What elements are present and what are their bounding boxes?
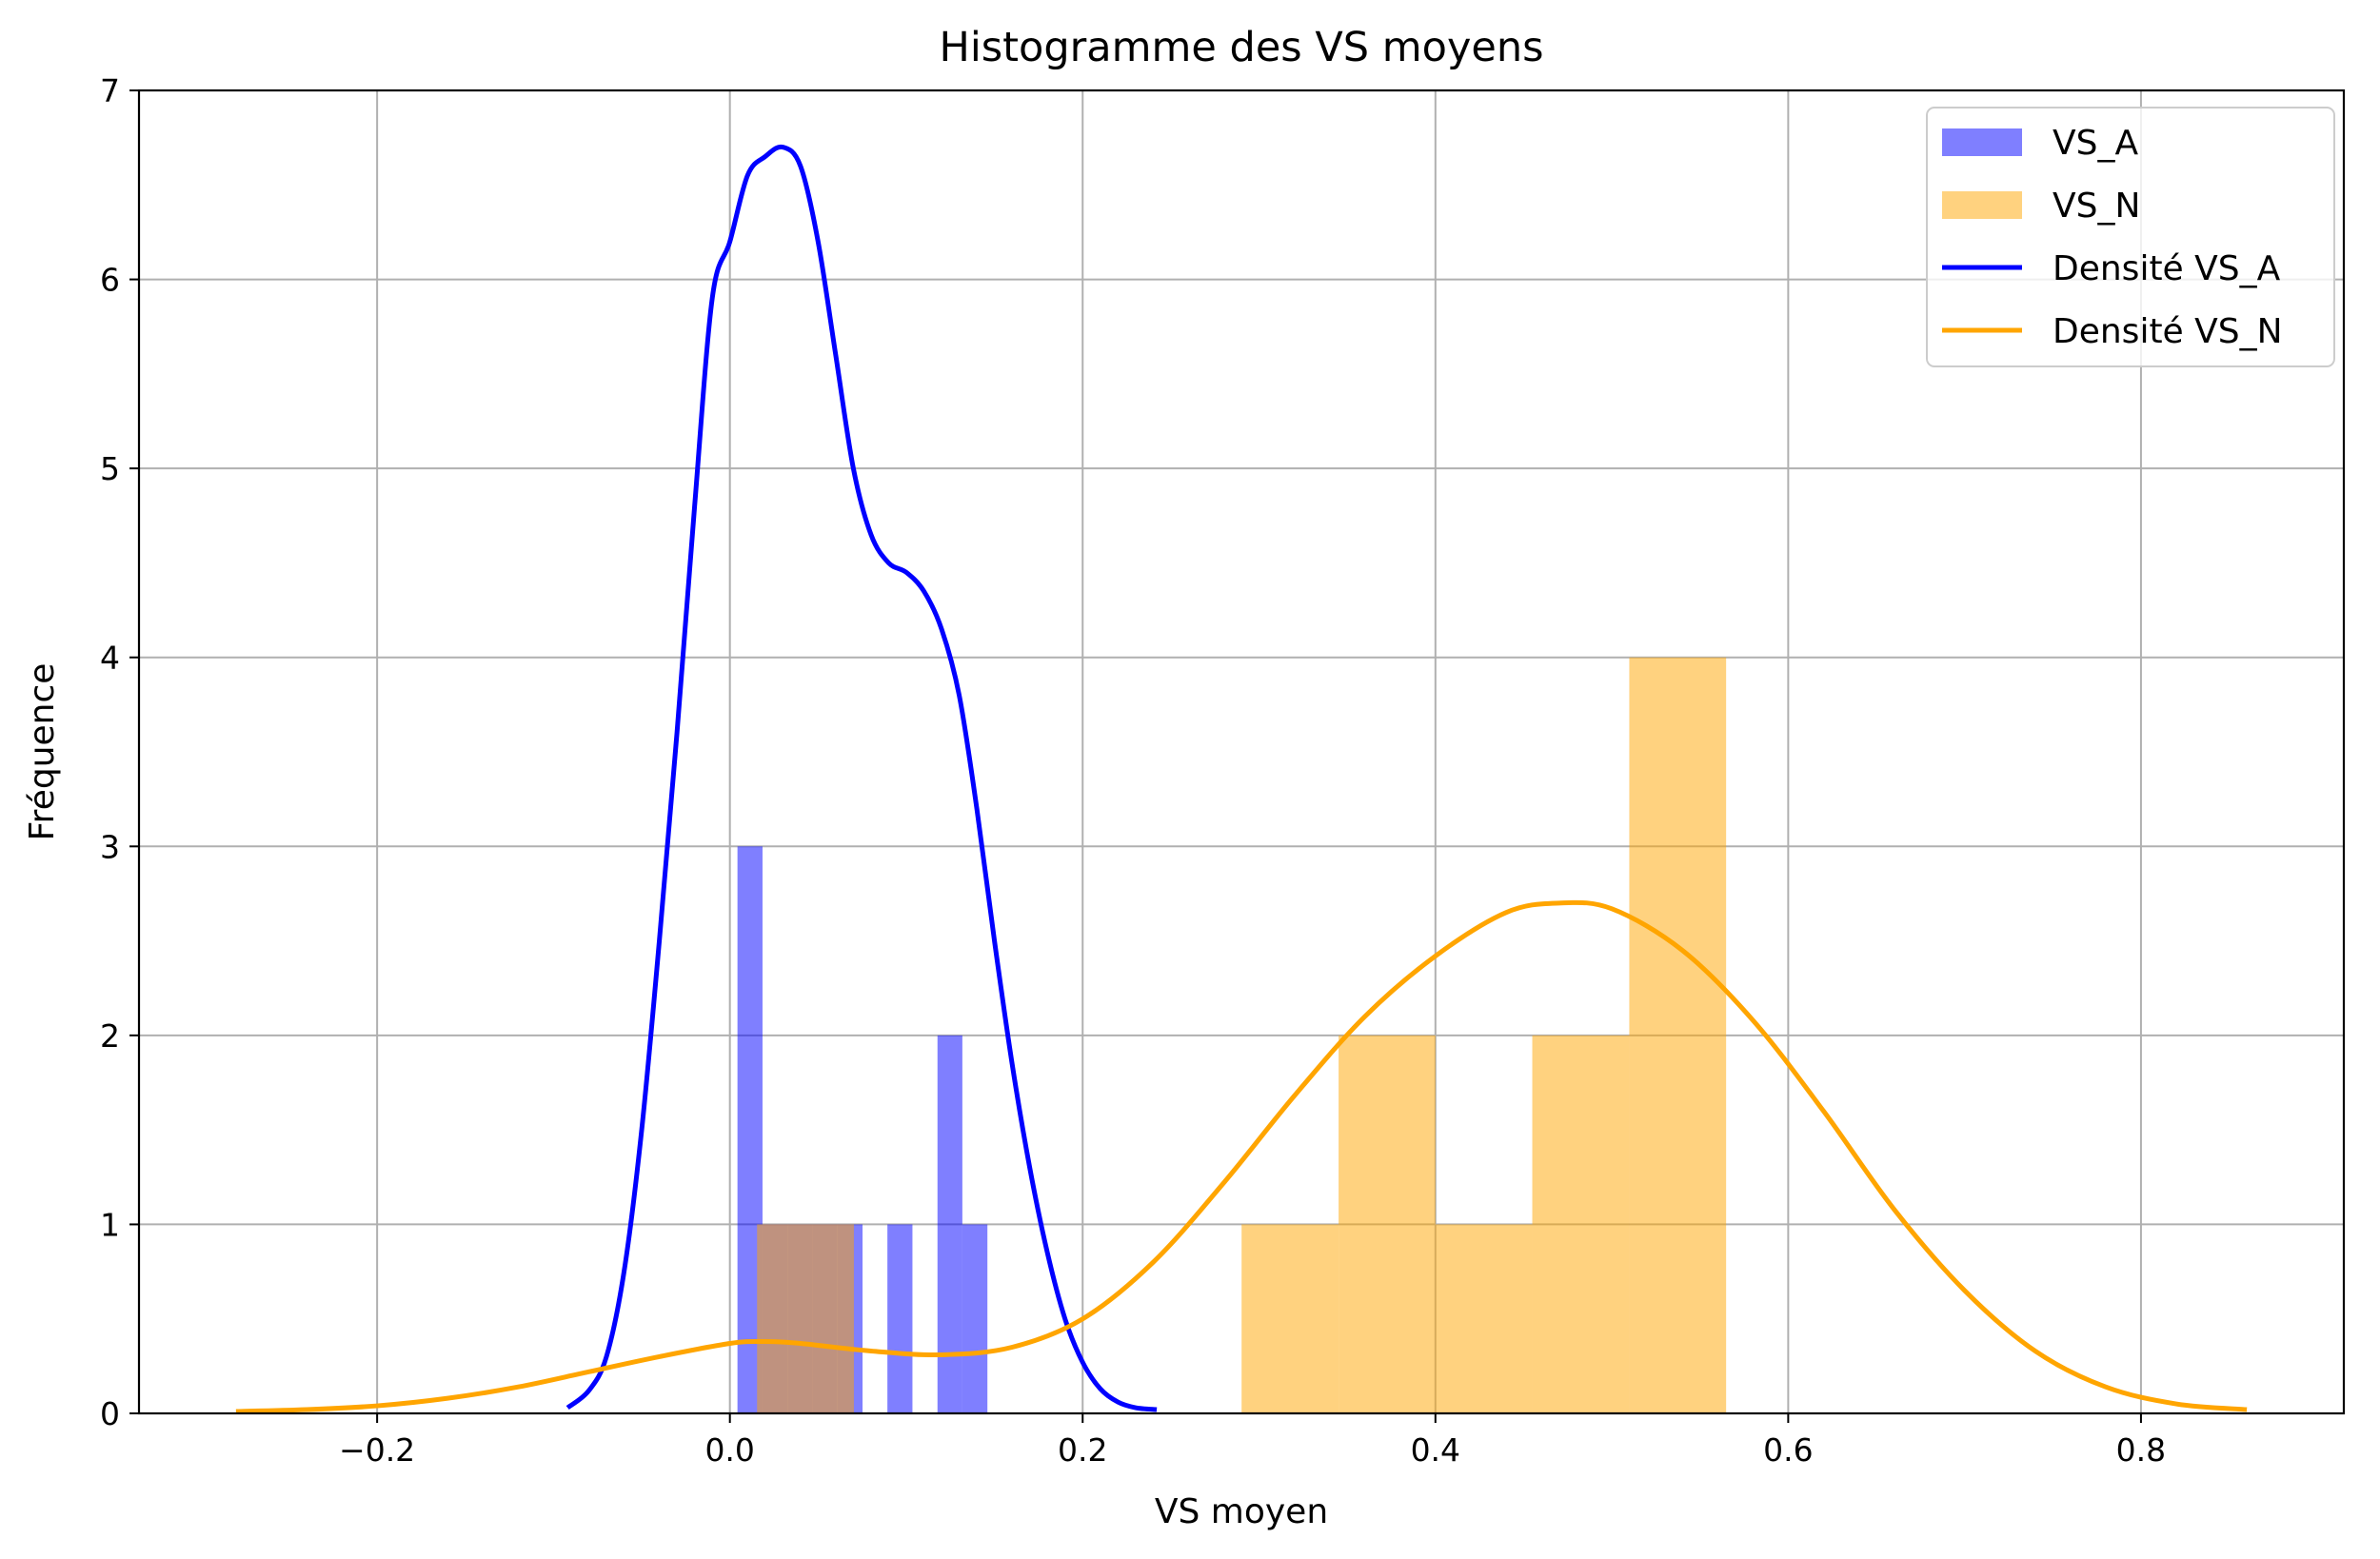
histogram-bar (1241, 1224, 1339, 1413)
legend-label: VS_N (2053, 187, 2140, 226)
y-tick-label: 4 (100, 640, 120, 677)
histogram-bar (962, 1224, 988, 1413)
legend-label: VS_A (2053, 124, 2138, 163)
legend-label: Densité VS_N (2053, 312, 2283, 351)
legend-label: Densité VS_A (2053, 249, 2281, 288)
x-tick-label: 0.4 (1411, 1431, 1460, 1469)
histogram-bar (887, 1224, 913, 1413)
x-axis-label: VS moyen (1155, 1492, 1328, 1531)
histogram-bars (737, 657, 1727, 1413)
density-curve (565, 144, 1158, 1412)
x-tick-label: 0.6 (1763, 1431, 1813, 1469)
y-axis-label: Fréquence (23, 663, 62, 841)
x-tick-label: 0.0 (704, 1431, 754, 1469)
histogram-bar (937, 1035, 962, 1413)
histogram-bar (1532, 1035, 1630, 1413)
chart-title: Histogramme des VS moyens (939, 24, 1543, 71)
legend: VS_A VS_N Densité VS_A Densité VS_N (1926, 107, 2335, 367)
legend-swatch (1942, 191, 2022, 219)
histogram-bar (1629, 657, 1727, 1413)
legend-swatch (1942, 128, 2022, 156)
y-tick-label: 3 (100, 828, 120, 865)
y-tick-label: 6 (100, 262, 120, 299)
histogram-bar (1435, 1224, 1533, 1413)
histogram-bar (757, 1224, 854, 1413)
density-lines (235, 144, 2248, 1414)
y-tick-label: 0 (100, 1395, 120, 1432)
axis-ticks: −0.2 0.0 0.2 0.4 0.6 0.8 0 1 2 3 4 5 6 7 (100, 72, 2166, 1469)
histogram-bar (1339, 1035, 1436, 1413)
y-tick-label: 5 (100, 450, 120, 487)
x-tick-label: 0.8 (2116, 1431, 2166, 1469)
y-tick-label: 7 (100, 72, 120, 109)
x-tick-label: −0.2 (339, 1431, 415, 1469)
x-tick-label: 0.2 (1058, 1431, 1107, 1469)
y-tick-label: 1 (100, 1206, 120, 1243)
y-tick-label: 2 (100, 1017, 120, 1055)
legend-box (1926, 107, 2335, 367)
plot-frame (137, 89, 2346, 1415)
density-curve (235, 899, 2248, 1414)
